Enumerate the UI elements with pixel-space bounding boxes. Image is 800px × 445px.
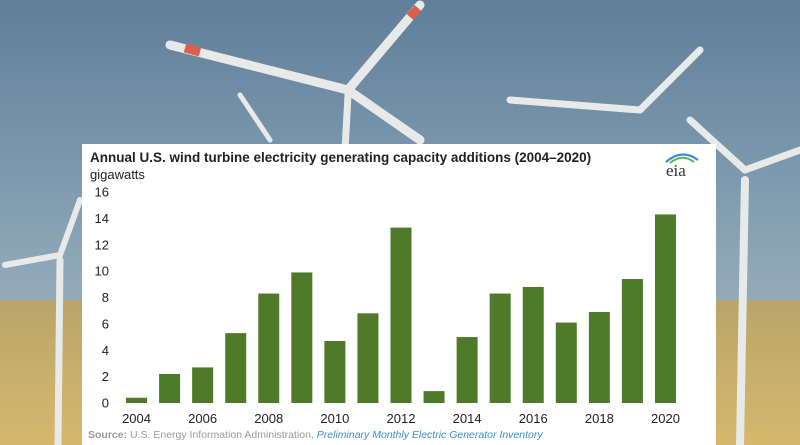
bar-chart: 0 2 4 6 8 10 12 14 16 2004 2006 2008 2010 2012 2014 20… [95,185,680,427]
bar-2004 [126,397,148,403]
bar-2017 [555,322,577,403]
bar-2020 [654,214,676,403]
bar-2016 [522,286,544,403]
y-tick-label: 14 [95,211,109,226]
eia-logo-text: eia [666,161,686,180]
bar-2019 [621,279,643,403]
bar-2011 [357,313,379,403]
x-tick-label: 2006 [188,411,217,426]
bar-2006 [192,367,214,403]
bar-2013 [423,391,445,403]
x-tick-label: 2018 [585,411,614,426]
bar-2015 [489,293,511,403]
source-label: Source: [88,429,128,441]
chart-title: Annual U.S. wind turbine electricity gen… [90,150,592,165]
bar-2009 [291,272,313,403]
eia-logo: eia [660,150,704,180]
x-tick-label: 2014 [453,411,482,426]
bar-2010 [324,341,346,403]
bar-2014 [456,337,478,403]
bar-2007 [225,333,247,403]
source-link[interactable]: Preliminary Monthly Electric Generator I… [316,429,543,441]
bar-2012 [390,227,412,403]
source-text: U.S. Energy Information Administration, [127,429,317,441]
chart-panel: Annual U.S. wind turbine electricity gen… [82,144,716,445]
y-tick-label: 6 [102,316,109,331]
y-axis-unit-label: gigawatts [90,167,145,182]
y-tick-label: 2 [102,369,109,384]
bar-2018 [588,312,610,403]
bar-2005 [159,373,181,403]
x-tick-label: 2008 [254,411,283,426]
source-note: Source: U.S. Energy Information Administ… [88,429,543,441]
x-tick-label: 2016 [519,411,548,426]
bar-2008 [258,293,280,403]
y-tick-label: 10 [95,264,109,279]
x-tick-label: 2004 [122,411,151,426]
y-tick-label: 8 [102,290,109,305]
x-tick-label: 2010 [320,411,349,426]
y-tick-label: 0 [102,396,109,411]
y-tick-label: 16 [95,185,109,200]
y-tick-label: 12 [95,237,109,252]
x-tick-label: 2020 [651,411,680,426]
x-tick-label: 2012 [387,411,416,426]
y-tick-label: 4 [102,343,109,358]
